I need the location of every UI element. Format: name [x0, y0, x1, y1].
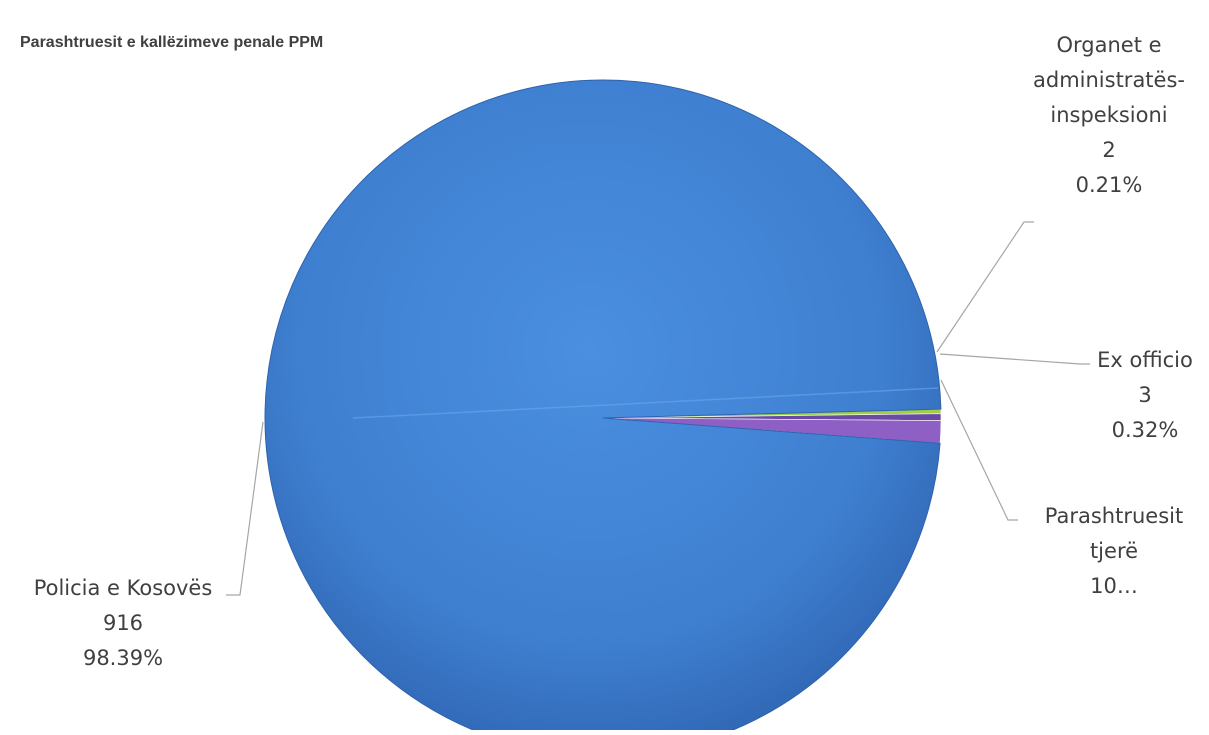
slice-highlight [352, 387, 939, 419]
data-label-parashtruesit-tjere: Parashtruesit tjerë 10… [1045, 504, 1183, 598]
data-label-ex-officio: Ex officio 3 0.32% [1097, 348, 1193, 442]
data-label-organet: Organet e administratës-inspeksioni 2 0.21% [1033, 33, 1185, 197]
leader-policia [226, 421, 264, 596]
data-label-organet-line: 0.21% [1076, 173, 1143, 197]
data-label-organet-line: inspeksioni [1050, 103, 1167, 127]
slice-policia-e-kosoves [264, 79, 942, 735]
leader-ex-officio [939, 353, 1090, 365]
data-label-parashtruesit-tjere-line: tjerë [1090, 539, 1138, 563]
data-label-policia-e-kosoves-line: Policia e Kosovës [34, 576, 213, 600]
data-label-policia-e-kosoves-line: 916 [103, 611, 143, 635]
data-label-ex-officio-line: Ex officio [1097, 348, 1193, 372]
data-label-organet-line: administratës- [1033, 68, 1185, 92]
leader-parashtruesit [940, 379, 1018, 521]
data-label-ex-officio-line: 0.32% [1112, 418, 1179, 442]
data-label-organet-line: 2 [1102, 138, 1115, 162]
data-label-policia-e-kosoves: Policia e Kosovës 916 98.39% [34, 576, 213, 670]
data-label-organet-line: Organet e [1056, 33, 1161, 57]
data-label-parashtruesit-tjere-line: 10… [1090, 574, 1138, 598]
leader-organet [936, 221, 1034, 353]
data-label-ex-officio-line: 3 [1138, 383, 1151, 407]
chart-title: Parashtruesit e kallëzimeve penale PPM [20, 34, 324, 51]
data-label-policia-e-kosoves-line: 98.39% [83, 646, 163, 670]
data-label-parashtruesit-tjere-line: Parashtruesit [1045, 504, 1183, 528]
